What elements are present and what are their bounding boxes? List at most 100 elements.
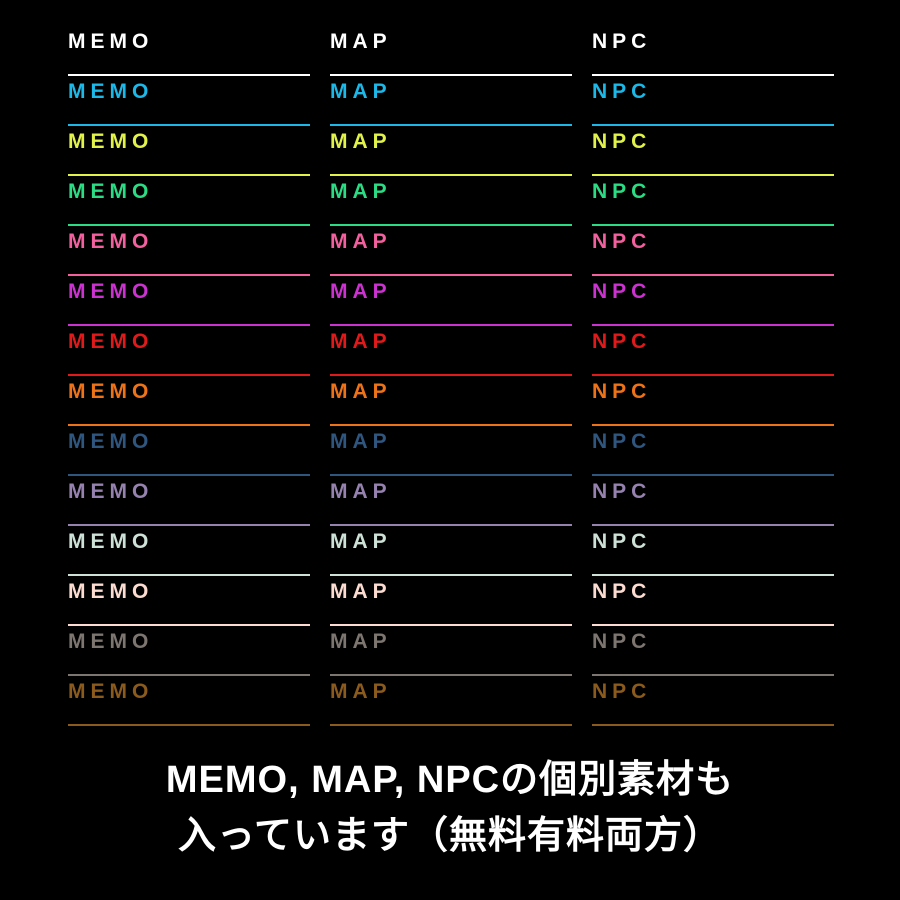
swatch-underline [330,124,572,126]
swatch-label: MEMO [68,330,154,353]
swatch-label: MAP [330,280,392,303]
swatch-map-white: MAP [330,30,572,80]
swatch-label: NPC [592,680,652,703]
swatch-label: MEMO [68,380,154,403]
swatch-underline [330,574,572,576]
swatch-map-pink: MAP [330,230,572,280]
swatch-memo-spring-green: MEMO [68,180,310,230]
swatch-npc-brown: NPC [592,680,834,730]
swatch-label: MAP [330,180,392,203]
swatch-memo-dark-blue: MEMO [68,430,310,480]
swatch-label: MEMO [68,80,154,103]
swatch-label: MEMO [68,630,154,653]
swatch-npc-pale-pink: NPC [592,580,834,630]
swatch-map-magenta: MAP [330,280,572,330]
swatch-label: MEMO [68,580,154,603]
swatch-underline [592,74,834,76]
swatch-underline [592,324,834,326]
swatch-underline [68,524,310,526]
swatch-underline [68,324,310,326]
swatch-label: MEMO [68,280,154,303]
swatch-npc-orange: NPC [592,380,834,430]
swatch-underline [330,74,572,76]
swatch-underline [592,174,834,176]
swatch-npc-white: NPC [592,30,834,80]
footer-note: MEMO, MAP, NPCの個別素材も 入っています（無料有料両方） [0,752,900,864]
swatch-memo-magenta: MEMO [68,280,310,330]
swatch-underline [68,274,310,276]
swatch-npc-pale-mint: NPC [592,530,834,580]
swatch-underline [592,224,834,226]
swatch-label: MEMO [68,130,154,153]
swatch-underline [330,624,572,626]
swatch-underline [68,724,310,726]
swatch-label: MEMO [68,480,154,503]
swatch-label: MAP [330,630,392,653]
swatch-underline [592,474,834,476]
swatch-underline [592,574,834,576]
swatch-label: MEMO [68,680,154,703]
swatch-underline [330,324,572,326]
swatch-underline [330,374,572,376]
swatch-underline [68,174,310,176]
swatch-memo-pink: MEMO [68,230,310,280]
swatch-label: NPC [592,630,652,653]
swatch-underline [68,374,310,376]
swatch-label: NPC [592,530,652,553]
swatch-label: MAP [330,680,392,703]
swatch-label: MEMO [68,180,154,203]
swatch-underline [68,424,310,426]
swatch-memo-orange: MEMO [68,380,310,430]
swatch-map-spring-green: MAP [330,180,572,230]
swatch-underline [68,224,310,226]
swatch-label: NPC [592,130,652,153]
swatch-memo-muted-purple: MEMO [68,480,310,530]
swatch-npc-yellow-green: NPC [592,130,834,180]
swatch-label: MAP [330,130,392,153]
swatch-underline [68,474,310,476]
swatch-label: MAP [330,330,392,353]
swatch-map-red: MAP [330,330,572,380]
footer-note-line2: 入っています（無料有料両方） [177,815,723,857]
swatch-label: NPC [592,30,652,53]
swatch-memo-red: MEMO [68,330,310,380]
swatch-label: NPC [592,480,652,503]
swatch-underline [330,474,572,476]
swatch-memo-pale-pink: MEMO [68,580,310,630]
swatch-label: MAP [330,580,392,603]
swatch-underline [330,274,572,276]
swatch-label: NPC [592,230,652,253]
swatch-map-yellow-green: MAP [330,130,572,180]
swatch-underline [68,124,310,126]
swatch-underline [330,174,572,176]
swatch-map-muted-purple: MAP [330,480,572,530]
swatch-label: NPC [592,580,652,603]
swatch-label: MAP [330,230,392,253]
swatch-label: NPC [592,380,652,403]
swatch-map-dark-blue: MAP [330,430,572,480]
swatch-label: MEMO [68,230,154,253]
swatch-underline [592,674,834,676]
swatch-map-orange: MAP [330,380,572,430]
swatch-npc-muted-purple: NPC [592,480,834,530]
swatch-npc-spring-green: NPC [592,180,834,230]
swatch-underline [592,374,834,376]
swatch-underline [592,624,834,626]
color-swatch-grid: MEMO MAP NPC MEMO MAP NPC MEMO MAP NPC MEMO MAP NPC… [68,30,834,730]
swatch-underline [330,724,572,726]
swatch-label: MEMO [68,30,154,53]
swatch-underline [592,274,834,276]
swatch-underline [592,524,834,526]
swatch-label: MAP [330,80,392,103]
swatch-map-gray: MAP [330,630,572,680]
swatch-memo-yellow-green: MEMO [68,130,310,180]
swatch-memo-pale-mint: MEMO [68,530,310,580]
swatch-memo-brown: MEMO [68,680,310,730]
swatch-label: NPC [592,180,652,203]
swatch-label: MEMO [68,530,154,553]
swatch-map-cyan: MAP [330,80,572,130]
swatch-underline [592,124,834,126]
swatch-underline [68,74,310,76]
footer-note-line1: MEMO, MAP, NPCの個別素材も [165,759,735,801]
swatch-memo-cyan: MEMO [68,80,310,130]
